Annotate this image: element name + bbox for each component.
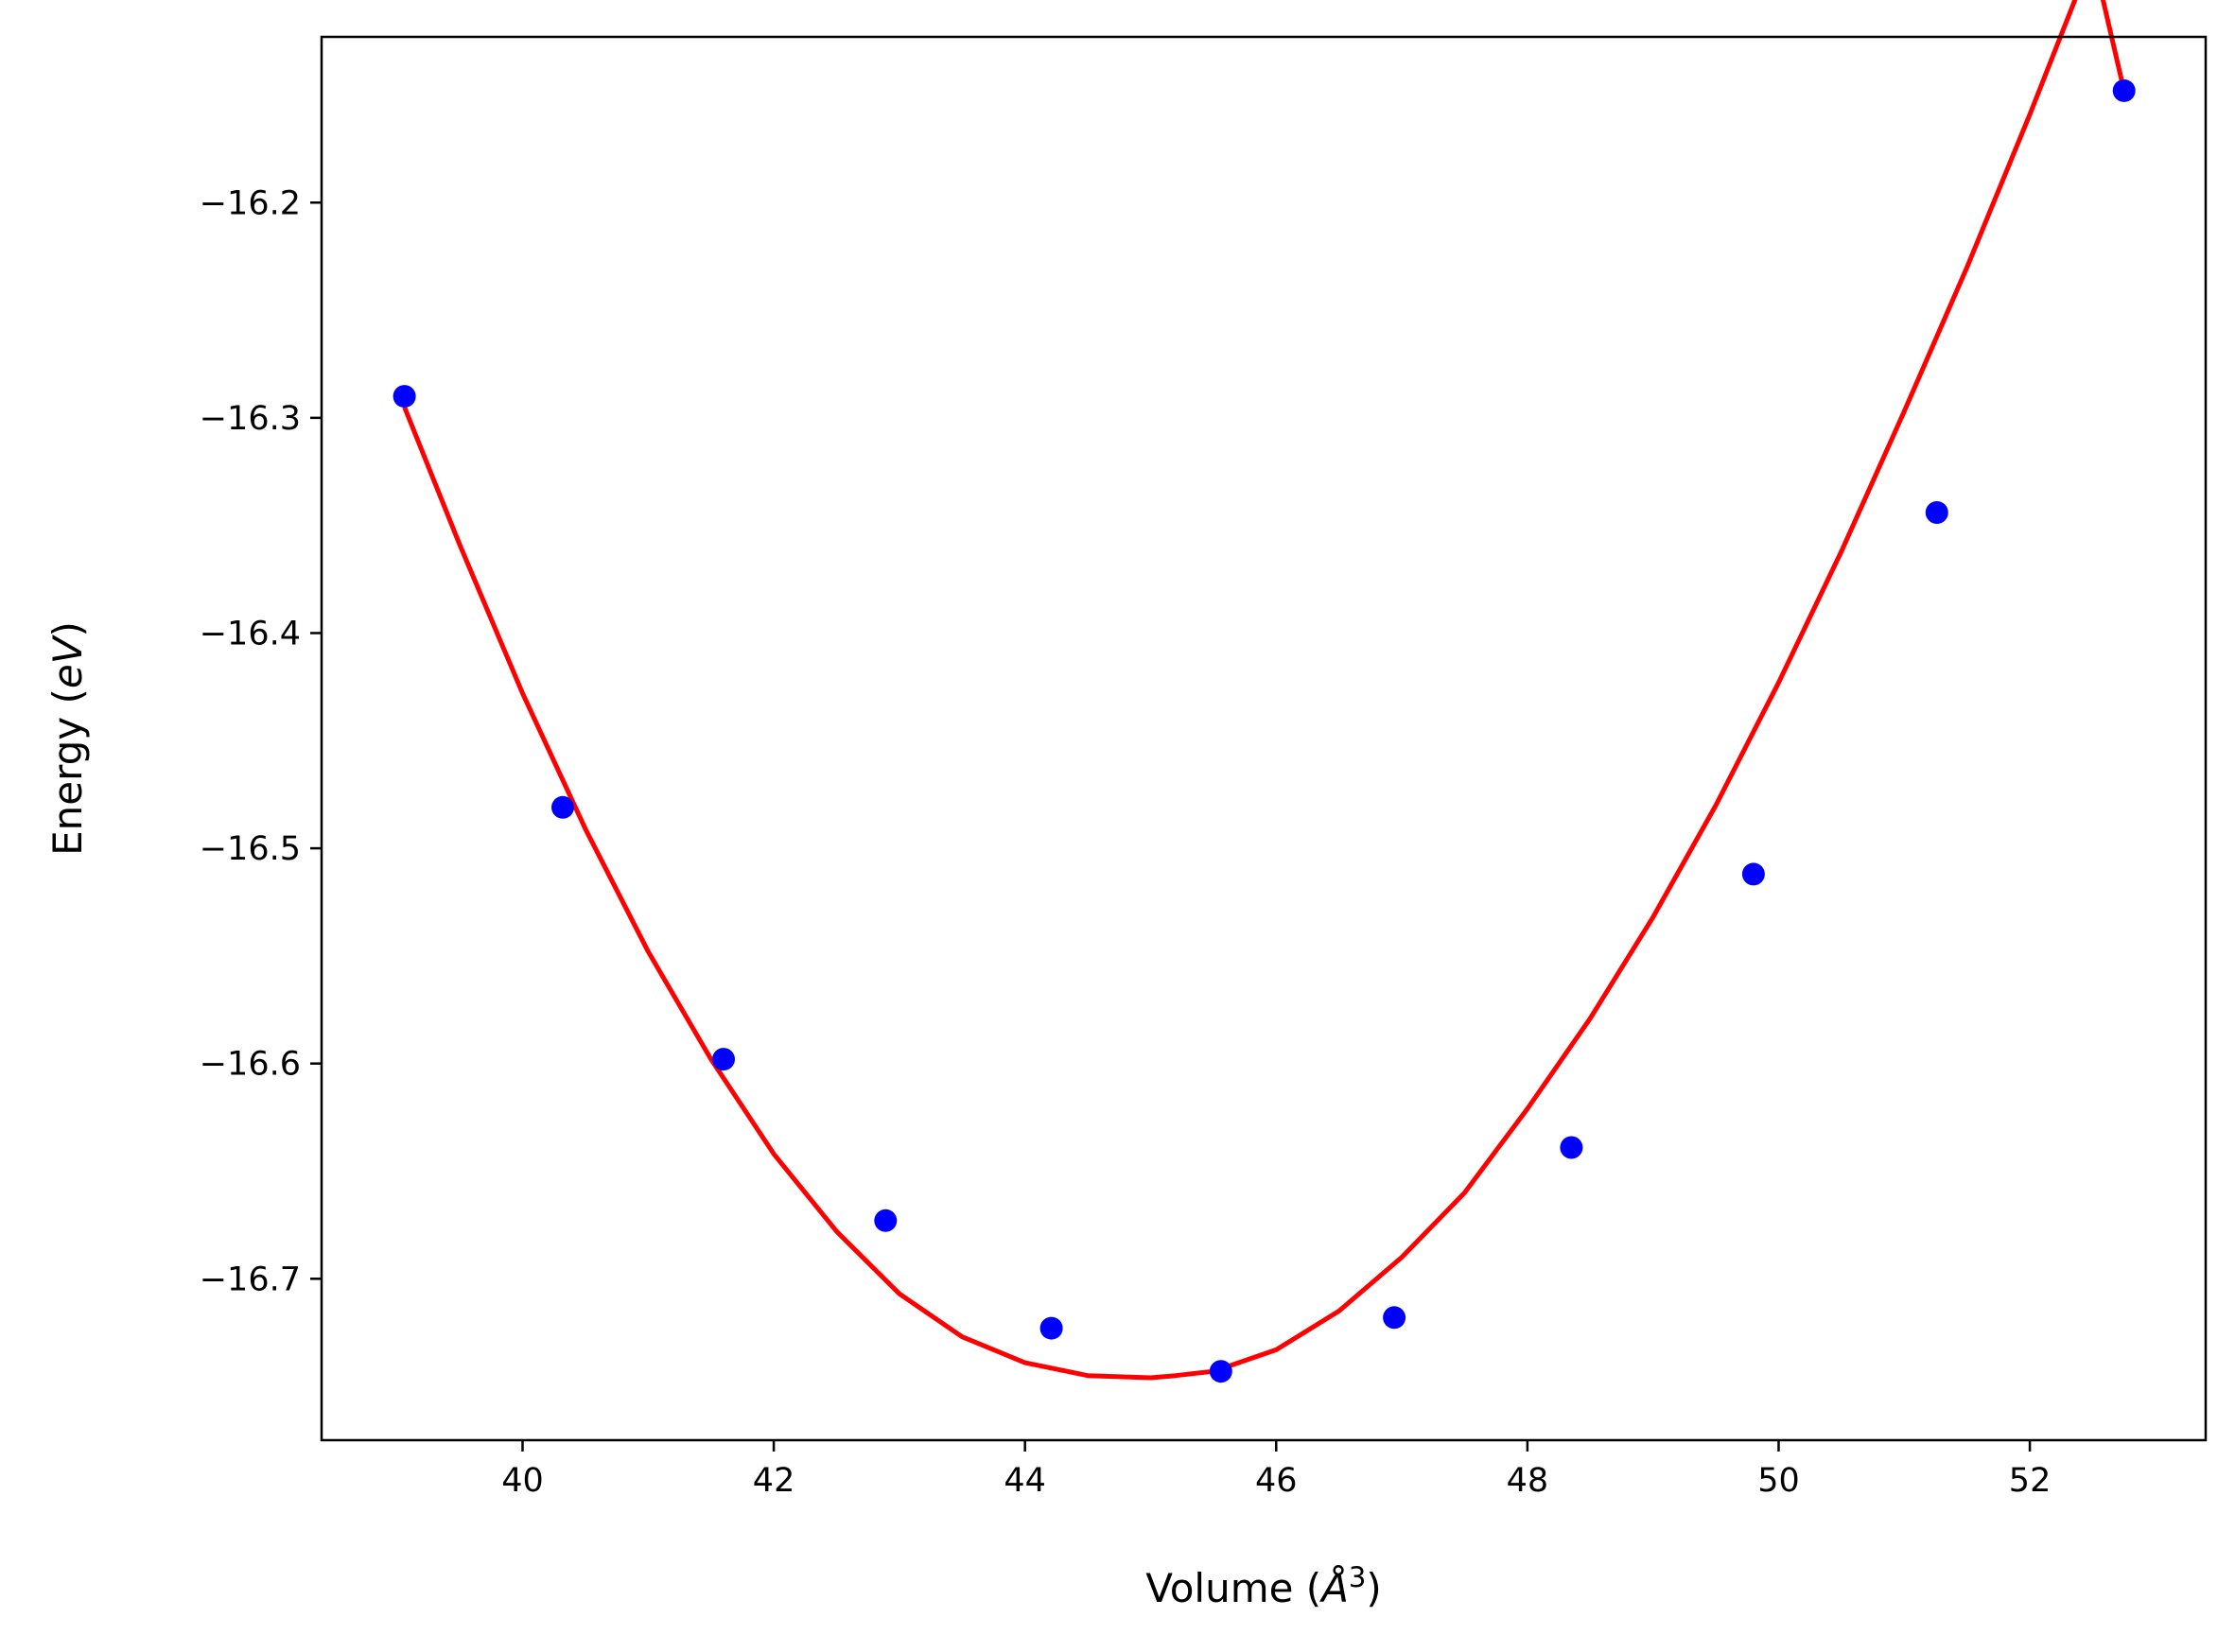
- x-tick-label: 50: [1757, 1462, 1800, 1500]
- data-point: [1039, 1316, 1063, 1340]
- x-axis-label: Volume (Å3): [1145, 1561, 1382, 1611]
- data-point: [1741, 862, 1765, 886]
- data-points-layer: [393, 78, 2136, 1383]
- fit-curve: [402, 0, 2127, 1381]
- y-tick-label: −16.5: [200, 830, 301, 868]
- y-tick-label: −16.6: [200, 1046, 301, 1084]
- x-tick-label: 44: [1004, 1462, 1046, 1500]
- y-tick-label: −16.2: [200, 184, 301, 222]
- data-point: [1209, 1360, 1232, 1383]
- x-tick-label: 46: [1255, 1462, 1298, 1500]
- y-axis-label: Energy (eV): [44, 621, 91, 856]
- data-point: [874, 1209, 898, 1232]
- x-tick-label: 48: [1507, 1462, 1549, 1500]
- data-point: [712, 1048, 735, 1071]
- fit-curve-layer: [402, 0, 2127, 1381]
- x-tick-label: 52: [2009, 1462, 2052, 1500]
- plot-frame: [320, 35, 2208, 1442]
- x-axis: 40 42 44 46 48 50 52: [501, 1440, 2051, 1500]
- data-point: [1925, 501, 1948, 524]
- x-tick-label: 40: [501, 1462, 544, 1500]
- x-tick-label: 42: [753, 1462, 795, 1500]
- data-point: [393, 385, 416, 409]
- y-axis: −16.2 −16.3 −16.4 −16.5 −16.6 −16.7: [200, 184, 322, 1298]
- y-tick-label: −16.4: [200, 615, 301, 652]
- data-point: [1560, 1136, 1583, 1159]
- y-tick-label: −16.7: [200, 1261, 301, 1298]
- data-point: [1383, 1306, 1406, 1330]
- y-tick-label: −16.3: [200, 400, 301, 438]
- data-point: [2112, 78, 2136, 102]
- data-point: [551, 795, 574, 819]
